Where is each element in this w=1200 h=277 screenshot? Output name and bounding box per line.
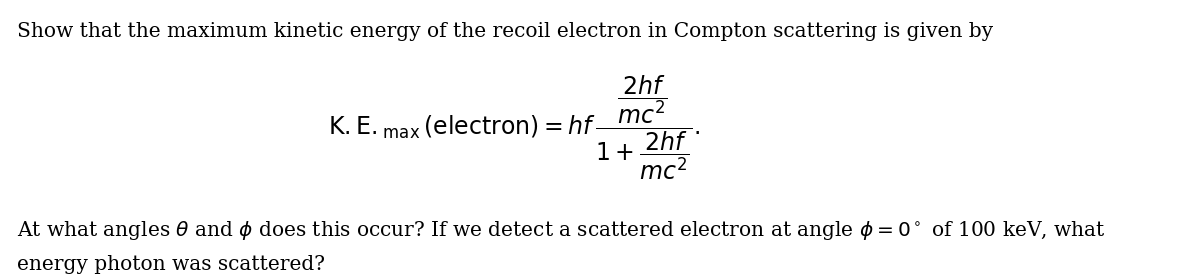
Text: Show that the maximum kinetic energy of the recoil electron in Compton scatterin: Show that the maximum kinetic energy of … xyxy=(17,22,992,42)
Text: $\mathrm{K.E._{max}\,(electron)} = hf\,\dfrac{\dfrac{2hf}{mc^2}}{1+\dfrac{2hf}{m: $\mathrm{K.E._{max}\,(electron)} = hf\,\… xyxy=(328,73,700,183)
Text: energy photon was scattered?: energy photon was scattered? xyxy=(17,255,325,274)
Text: At what angles $\theta$ and $\phi$ does this occur? If we detect a scattered ele: At what angles $\theta$ and $\phi$ does … xyxy=(17,219,1105,242)
